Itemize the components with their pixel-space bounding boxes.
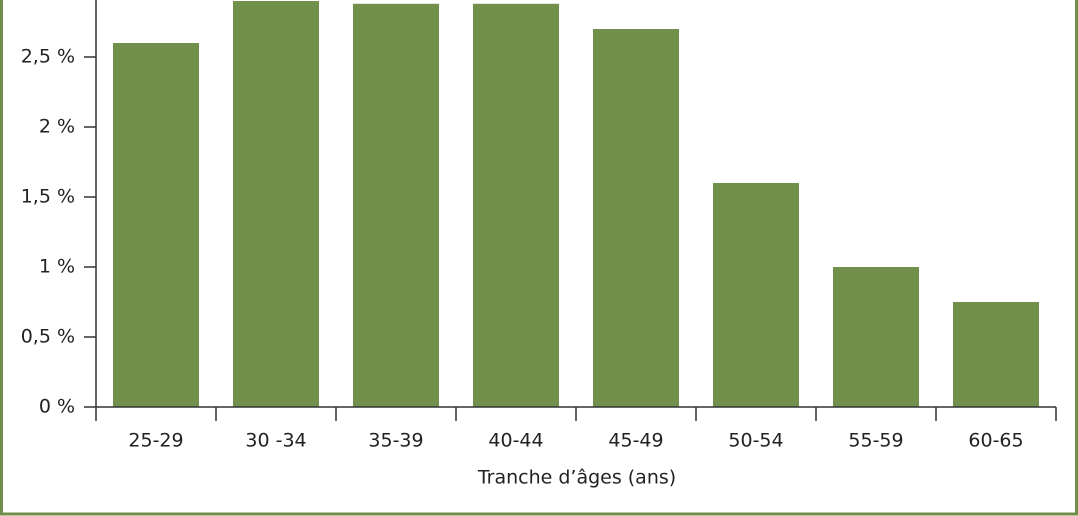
- x-tick-label: 40-44: [488, 430, 543, 452]
- bar: [833, 267, 919, 407]
- y-tick-label: 1,5 %: [21, 186, 75, 208]
- x-tick-label: 55-59: [848, 430, 903, 452]
- x-tick-label: 50-54: [728, 430, 783, 452]
- bar: [713, 183, 799, 407]
- bar: [233, 1, 319, 407]
- y-tick-label: 2 %: [39, 116, 75, 138]
- x-tick-label: 30 -34: [245, 430, 306, 452]
- bar: [113, 43, 199, 407]
- bar: [953, 302, 1039, 407]
- y-tick-label: 1 %: [39, 256, 75, 278]
- y-tick-label: 2,5 %: [21, 46, 75, 68]
- x-tick-label: 45-49: [608, 430, 663, 452]
- x-axis-title: Tranche d’âges (ans): [477, 467, 676, 489]
- bar: [473, 3, 559, 408]
- bar: [593, 29, 679, 407]
- x-tick-label: 60-65: [968, 430, 1023, 452]
- x-tick-label: 25-29: [128, 430, 183, 452]
- bar: [353, 3, 439, 408]
- y-tick-label: 0 %: [39, 396, 75, 418]
- y-tick-label: 0,5 %: [21, 326, 75, 348]
- x-tick-label: 35-39: [368, 430, 423, 452]
